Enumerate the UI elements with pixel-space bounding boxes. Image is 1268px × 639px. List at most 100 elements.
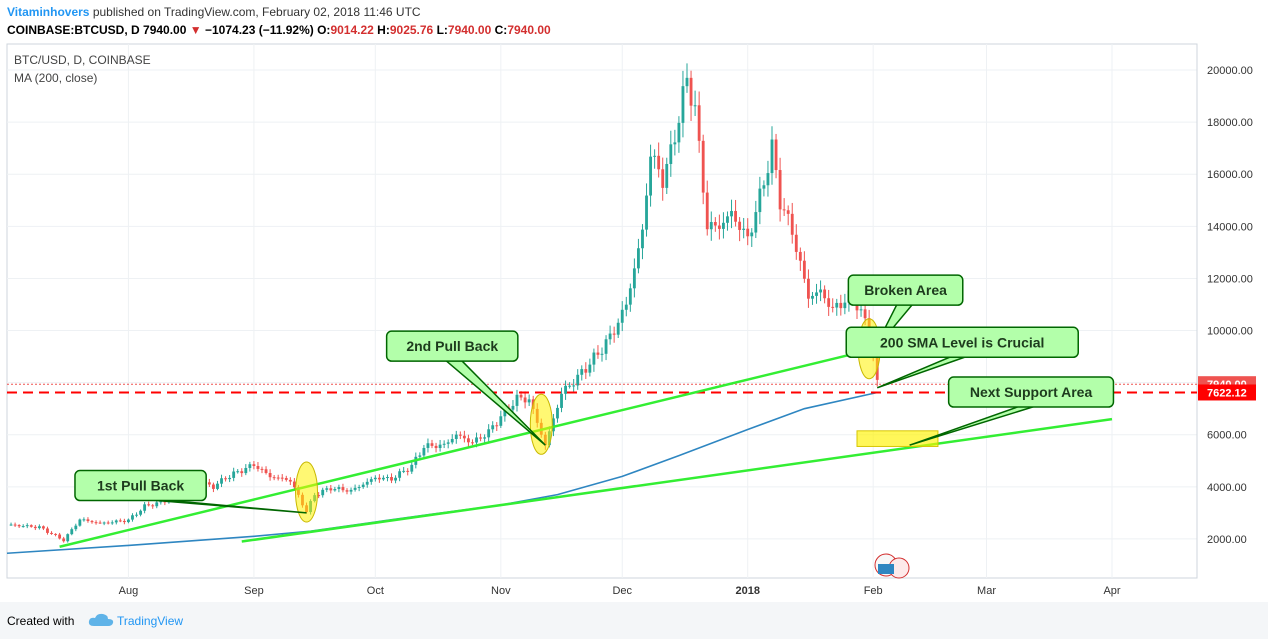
candle-body <box>726 216 729 223</box>
candle-body <box>90 521 94 523</box>
candle-body <box>811 295 814 299</box>
candle-body <box>527 399 531 403</box>
highlight-ellipse[interactable] <box>295 461 319 523</box>
candle-body <box>317 495 321 497</box>
callout[interactable]: Next Support Area <box>909 376 1115 446</box>
candle-body <box>649 156 652 196</box>
candle-body <box>155 502 159 507</box>
candle-body <box>632 268 636 289</box>
price-label-text: 7622.12 <box>1207 387 1247 399</box>
candle-body <box>758 188 762 213</box>
candle-body <box>827 298 831 307</box>
candle-body <box>458 434 462 436</box>
candle-body <box>479 437 482 439</box>
candle-body <box>689 77 693 106</box>
highlight-ellipse[interactable] <box>529 393 553 455</box>
candle-body <box>418 455 422 457</box>
candle-body <box>677 122 681 143</box>
callout[interactable]: 1st Pull Back <box>74 469 307 514</box>
candle-body <box>337 487 341 490</box>
candle-body <box>406 470 410 472</box>
candle-body <box>863 309 867 319</box>
candle-body <box>701 140 705 193</box>
candle-body <box>21 526 25 528</box>
candle-body <box>349 489 353 492</box>
candle-body <box>770 139 774 174</box>
events-flag-icon[interactable] <box>874 553 910 579</box>
candle-body <box>552 418 555 432</box>
candle-body <box>280 477 284 479</box>
candle-body <box>471 442 474 444</box>
candle-body <box>82 519 86 521</box>
candle-body <box>576 374 580 386</box>
candle-body <box>224 478 227 480</box>
tradingview-cloud-icon <box>88 613 114 626</box>
chart-title: BTC/USD, D, COINBASE <box>14 53 151 67</box>
candle-body <box>641 229 644 249</box>
tradingview-link[interactable]: TradingView <box>117 614 184 628</box>
candle-body <box>122 520 126 523</box>
trendline[interactable] <box>59 344 886 548</box>
callout-box <box>74 469 207 502</box>
candle-body <box>33 526 37 529</box>
x-tick-label: 2018 <box>735 585 759 597</box>
candle-body <box>207 482 211 485</box>
callout-text: Broken Area <box>864 282 947 298</box>
candle-body <box>499 416 503 426</box>
candle-body <box>750 232 754 237</box>
candle-body <box>637 248 640 269</box>
callout-box <box>845 326 1079 359</box>
candle-body <box>151 505 155 507</box>
candle-body <box>742 228 746 230</box>
candle-body <box>815 292 818 296</box>
candle-body <box>802 260 806 279</box>
y-tick-label: 18000.00 <box>1207 117 1253 129</box>
candle-body <box>345 490 349 492</box>
callout[interactable]: 200 SMA Level is Crucial <box>845 326 1079 389</box>
candle-body <box>515 394 519 406</box>
candle-body <box>608 333 612 340</box>
candle-body <box>25 525 29 527</box>
chart-area[interactable]: 2000.004000.006000.008000.0010000.001200… <box>0 42 1268 602</box>
candle-body <box>685 77 689 87</box>
callout-box <box>847 274 964 306</box>
candle-body <box>762 185 766 189</box>
close-label: C: <box>494 23 508 37</box>
price-chart[interactable]: 2000.004000.006000.008000.0010000.001200… <box>0 42 1268 602</box>
candle-body <box>483 437 487 439</box>
candle-body <box>325 488 329 490</box>
candle-body <box>519 394 523 398</box>
x-tick-label: Sep <box>244 585 264 597</box>
candle-body <box>523 397 527 403</box>
candle-body <box>284 478 288 480</box>
candle-body <box>70 529 74 535</box>
x-tick-label: Apr <box>1103 585 1120 597</box>
x-tick-label: Nov <box>491 585 511 597</box>
candle-body <box>782 209 786 211</box>
candle-body <box>50 532 53 534</box>
candle-body <box>264 469 268 473</box>
candle-body <box>693 105 697 107</box>
candle-body <box>422 447 426 456</box>
candle-body <box>398 471 402 478</box>
candle-body <box>823 289 827 299</box>
callout[interactable]: 2nd Pull Back <box>385 330 546 446</box>
high-value: 9025.76 <box>389 23 434 37</box>
candle-body <box>835 302 839 308</box>
trendline[interactable] <box>241 417 1113 543</box>
candle-body <box>94 522 98 524</box>
author-link[interactable]: Vitaminhovers <box>7 5 90 19</box>
candle-body <box>365 481 369 485</box>
candle-body <box>681 86 685 123</box>
candle-body <box>288 479 292 482</box>
candle-body <box>252 464 256 467</box>
candle-body <box>794 234 798 252</box>
y-tick-label: 2000.00 <box>1207 534 1247 546</box>
candle-body <box>361 484 365 488</box>
price-label-box <box>1198 384 1256 401</box>
candle-body <box>410 464 414 472</box>
candle-body <box>467 438 470 443</box>
candle-body <box>584 369 588 373</box>
created-with-text: Created with <box>7 614 75 628</box>
candle-body <box>657 155 661 170</box>
